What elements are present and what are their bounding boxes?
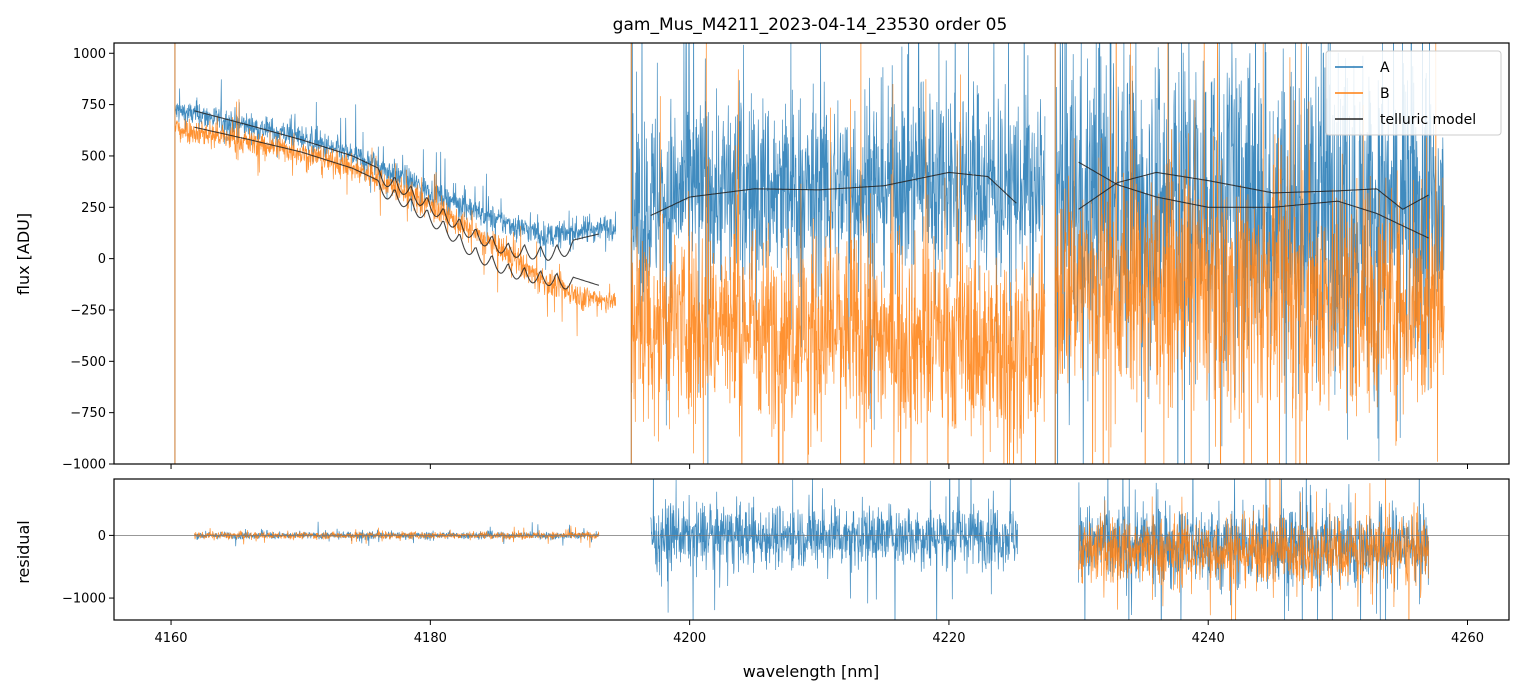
telluric-model-B-seg3 — [1078, 171, 1429, 210]
residual-y-axis-label: residual — [14, 520, 33, 583]
telluric-model-B-seg1 — [194, 126, 600, 290]
legend-label-B: B — [1380, 86, 1390, 102]
flux-y-tick-label-3: 250 — [81, 201, 106, 216]
flux-series-B-segment-2 — [630, 43, 1046, 464]
flux-series-B-segment-1 — [174, 99, 617, 337]
legend-label-telluric-model: telluric model — [1380, 112, 1476, 128]
residual-y-tick-label-1: −1000 — [62, 592, 106, 607]
residual-y-tick-label-0: 0 — [98, 529, 106, 544]
residual-series-A-segment-2 — [650, 479, 1018, 620]
legend: A B telluric model — [1325, 50, 1502, 136]
residual-x-tick-label-1: 4180 — [414, 631, 447, 646]
flux-y-tick-label-6: −500 — [70, 355, 106, 370]
residual-y-ticks: 0 −1000 — [62, 529, 114, 607]
x-axis-label: wavelength [nm] — [743, 662, 880, 681]
flux-y-tick-label-0: 1000 — [73, 47, 106, 62]
flux-series-B-segment-3 — [1054, 43, 1445, 464]
residual-panel-frame — [113, 478, 1510, 621]
residual-x-tick-label-0: 4160 — [154, 631, 187, 646]
chart-title: gam_Mus_M4211_2023-04-14_23530 order 05 — [613, 15, 1008, 35]
flux-y-ticks: 1000 750 500 250 0 −250 −500 −750 −1000 — [62, 47, 114, 473]
residual-plot-area — [114, 479, 1509, 620]
legend-label-A: A — [1380, 60, 1390, 76]
residual-series-B-segment-1 — [194, 525, 600, 548]
flux-y-tick-label-2: 500 — [81, 149, 106, 164]
telluric-model-A-seg2 — [650, 171, 1017, 216]
flux-panel-frame — [113, 42, 1510, 465]
flux-y-axis-label: flux [ADU] — [14, 213, 33, 295]
flux-y-tick-label-4: 0 — [98, 252, 106, 267]
flux-plot-area — [174, 43, 1445, 464]
residual-x-tick-label-5: 4260 — [1451, 631, 1484, 646]
residual-x-ticks: 4160 4180 4200 4220 4240 4260 — [154, 620, 1484, 646]
telluric-model-A-seg1 — [194, 110, 600, 261]
flux-y-tick-label-1: 750 — [81, 98, 106, 113]
flux-y-tick-label-7: −750 — [70, 406, 106, 421]
legend-box — [1325, 50, 1502, 136]
residual-x-tick-label-4: 4240 — [1192, 631, 1225, 646]
telluric-model-A-seg3 — [1078, 161, 1429, 239]
residual-x-tick-label-2: 4200 — [673, 631, 706, 646]
flux-y-tick-label-8: −1000 — [62, 458, 106, 473]
residual-series-B-segment-2 — [1078, 479, 1429, 620]
residual-x-tick-label-3: 4220 — [932, 631, 965, 646]
flux-series-A-segment-2 — [630, 43, 1046, 464]
flux-x-ticks — [170, 464, 1469, 469]
flux-y-tick-label-5: −250 — [70, 303, 106, 318]
